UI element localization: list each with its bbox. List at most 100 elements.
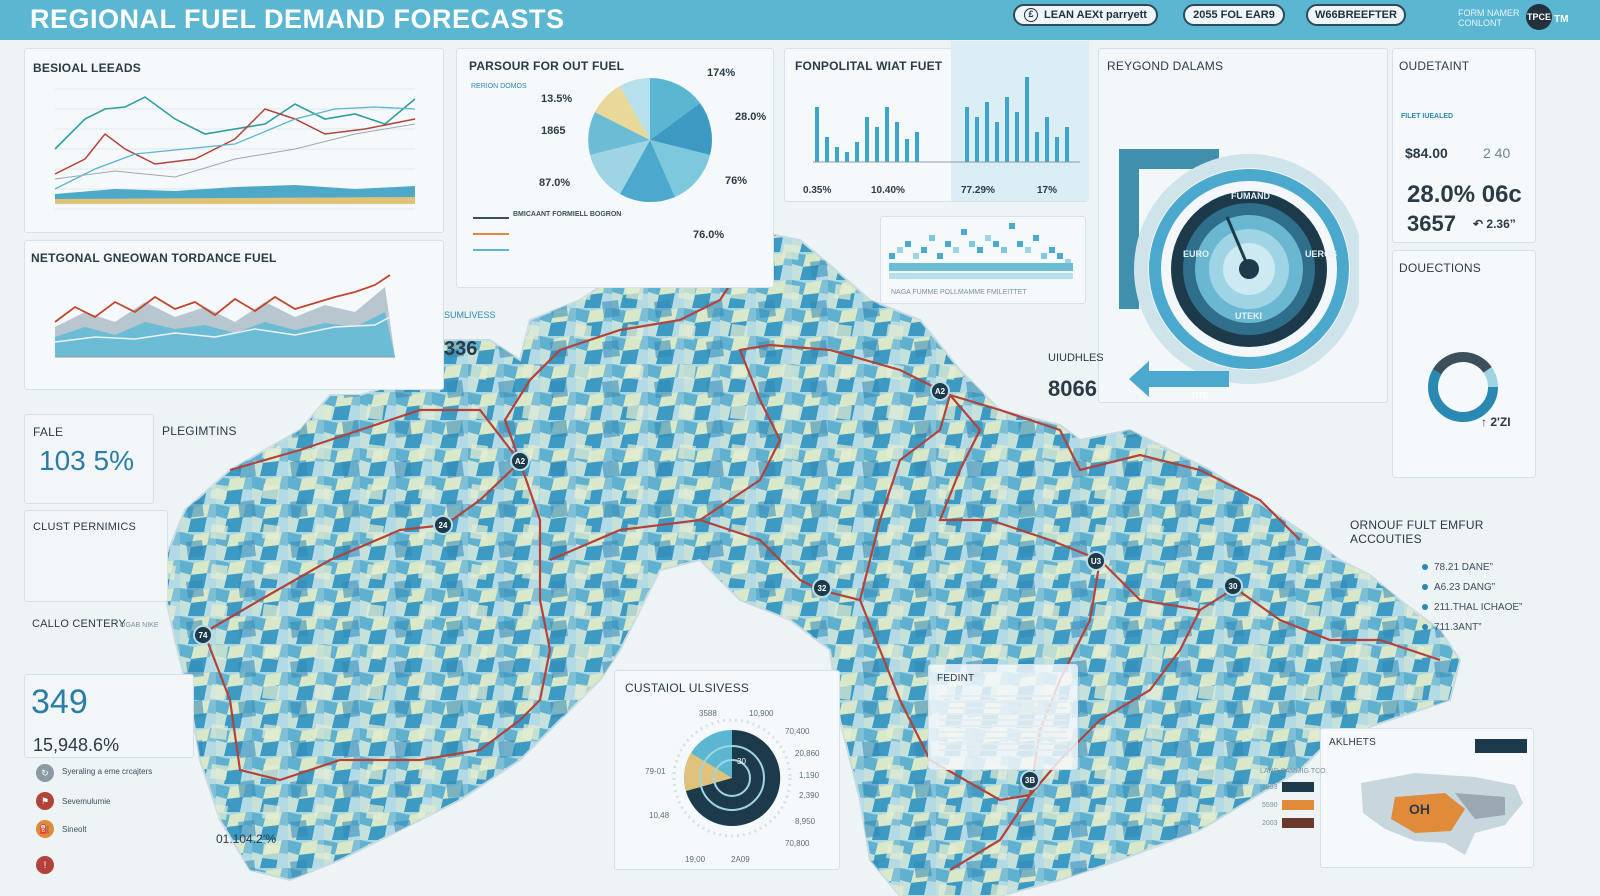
stat-349: 349 bbox=[31, 683, 88, 721]
legend-heading: RERION DOMOS bbox=[471, 83, 527, 90]
price-value-secondary: 2 40 bbox=[1483, 145, 1511, 161]
panel-custaiol: CUSTAIOL ULSIVESS 3588 10,900 70,400 20,… bbox=[614, 670, 840, 870]
map-badge[interactable]: A2 bbox=[510, 451, 530, 471]
ornouf-item: 711.3ANT” bbox=[1422, 622, 1482, 634]
alert-icon[interactable]: ! bbox=[36, 856, 54, 874]
pie-chart-fuel[interactable] bbox=[585, 75, 715, 205]
ornouf-item: 211.THAL ICHAOE” bbox=[1422, 602, 1522, 614]
filter-button-label: W66BREEFTER bbox=[1315, 9, 1397, 21]
panel-left-stats: 349 15,948.6% bbox=[24, 674, 194, 758]
summary-value: 336 bbox=[444, 338, 478, 360]
bar-chart-ponpolital[interactable] bbox=[795, 77, 1085, 167]
chart-subtitle: BMICAANT FORMIELL BOGRON bbox=[513, 211, 622, 218]
brand-line: FORM NAMER bbox=[1458, 8, 1520, 18]
legend-row: 2003 bbox=[1262, 820, 1278, 827]
map-badge[interactable]: 3B bbox=[1020, 770, 1040, 790]
donut-value: 10,48 bbox=[649, 811, 670, 820]
panel-douections: DOUECTIONS ↑ 2'ZI bbox=[1392, 250, 1536, 478]
panel-passour: PARSOUR FOR OUT FUEL RERION DOMOS 13.5% … bbox=[456, 48, 774, 288]
panel-title: PARSOUR FOR OUT FUEL bbox=[469, 59, 625, 73]
fuel-gauge[interactable] bbox=[1109, 129, 1359, 399]
panel-ornouf: ORNOUF FULT EMFUR ACCOUTIES 78.21 DANE” … bbox=[1342, 508, 1532, 668]
year-button[interactable]: 2055 FOL EAR9 bbox=[1183, 4, 1285, 26]
us-map[interactable] bbox=[1355, 763, 1527, 863]
brand-tm: TM bbox=[1554, 14, 1569, 25]
text-block bbox=[939, 695, 1067, 753]
map-label: OH bbox=[1409, 801, 1430, 817]
map-badge[interactable]: U3 bbox=[1086, 551, 1106, 571]
panel-callo: CALLO CENTERY OGAB NIKE bbox=[24, 610, 194, 668]
ring-chart[interactable] bbox=[1423, 347, 1503, 427]
map-badge[interactable]: 74 bbox=[193, 625, 213, 645]
panel-title: FALE bbox=[33, 425, 64, 439]
stat-value: 17% bbox=[1037, 185, 1058, 196]
left-item: Sineolt bbox=[62, 825, 87, 834]
map-badge[interactable]: 30 bbox=[1223, 576, 1243, 596]
panel-title: NETGONAL GNEOWAN TORDANCE FUEL bbox=[31, 251, 277, 265]
donut-value: 70,400 bbox=[785, 727, 810, 736]
stat-value: 174% bbox=[707, 67, 736, 79]
ornouf-item: 78.21 DANE” bbox=[1422, 562, 1493, 574]
stat-value: 77.29% bbox=[961, 185, 995, 196]
heat-grid-chart[interactable] bbox=[889, 223, 1079, 283]
donut-value: 70,800 bbox=[785, 839, 810, 848]
legend-row: 2593 bbox=[1262, 784, 1278, 791]
stat-value: 76.0% bbox=[693, 229, 725, 241]
gauge-arrow-label: TITE bbox=[1191, 391, 1209, 400]
page-title: REGIONAL FUEL DEMAND FORECASTS bbox=[30, 4, 565, 34]
ornouf-item-label: A6.23 DANG” bbox=[1434, 582, 1496, 593]
panel-title: FEDINT bbox=[937, 673, 975, 684]
legend-swatch bbox=[1282, 818, 1314, 828]
stat-value: 28.0% bbox=[735, 111, 767, 123]
price-value: $84.00 bbox=[1405, 145, 1448, 161]
donut-chart-custaiol[interactable] bbox=[667, 713, 797, 843]
donut-value: 19,00 bbox=[685, 855, 706, 864]
currency-icon: £ bbox=[1024, 8, 1039, 22]
map-badge[interactable]: 24 bbox=[433, 515, 453, 535]
filter-button[interactable]: W66BREEFTER bbox=[1306, 4, 1406, 26]
count-delta: ↶ 2.36” bbox=[1473, 217, 1516, 231]
donut-center: 30 bbox=[737, 757, 746, 766]
area-chart-tordance[interactable] bbox=[35, 267, 435, 387]
brand-line: CONLONT bbox=[1458, 18, 1503, 28]
lean-button-label: LEAN AEXt parryett bbox=[1044, 9, 1147, 21]
vehicles-title: UIUDHLES bbox=[1048, 352, 1104, 364]
stat-value: 10.40% bbox=[871, 185, 905, 196]
gauge-label: UTEKI bbox=[1235, 311, 1262, 321]
stat-bottom: 01.104.2’% bbox=[216, 832, 277, 846]
summary-title: SUMLIVESS bbox=[444, 310, 496, 320]
panel-title: OUDETAINT bbox=[1399, 59, 1470, 73]
lean-button[interactable]: £ LEAN AEXt parryett bbox=[1013, 4, 1158, 26]
refresh-icon[interactable]: ↻ bbox=[36, 764, 54, 782]
gauge-label: FUMAND bbox=[1231, 191, 1270, 201]
panel-oudetaint: OUDETAINT FILET IUEALED $84.00 2 40 28.0… bbox=[1392, 48, 1536, 243]
count-value: 3657 bbox=[1407, 211, 1456, 236]
ornouf-item-label: 211.THAL ICHAOE” bbox=[1434, 602, 1523, 613]
stat-value: 0.35% bbox=[803, 185, 832, 196]
panel-fale: FALE 103 5% bbox=[24, 414, 154, 504]
panel-title: REYGOND DALAMS bbox=[1107, 59, 1224, 73]
callo-sub: OGAB NIKE bbox=[120, 622, 159, 629]
legend-row: 5590 bbox=[1262, 802, 1278, 809]
line-chart-leads[interactable] bbox=[35, 79, 440, 229]
sub-heading: FILET IUEALED bbox=[1401, 113, 1454, 120]
donut-value: 1,190 bbox=[799, 771, 820, 780]
fale-value: 103 5% bbox=[39, 445, 134, 476]
header-bar: REGIONAL FUEL DEMAND FORECASTS £ LEAN AEX… bbox=[0, 0, 1600, 40]
gauge-label: UERGS bbox=[1305, 249, 1338, 259]
fuel-icon[interactable]: ⛽ bbox=[36, 820, 54, 838]
ornouf-item: A6.23 DANG” bbox=[1422, 582, 1495, 594]
bullet-icon bbox=[1422, 564, 1428, 570]
flag-icon[interactable]: ⚑ bbox=[36, 792, 54, 810]
map-badge[interactable]: A2 bbox=[930, 381, 950, 401]
stat-value: 87.0% bbox=[539, 177, 571, 189]
map-badge[interactable]: 32 bbox=[812, 578, 832, 598]
heat-grid-caption: NAGA FUMME POLLMAMME FMILEITTET bbox=[891, 289, 1027, 296]
panel-fedint: FEDINT bbox=[928, 664, 1078, 770]
panel-title: BESIOAL LEEADS bbox=[33, 61, 141, 75]
panel-reygond: REYGOND DALAMS FUMAND EURO UERGS UTEKI T… bbox=[1098, 48, 1388, 403]
panel-heatgrid: NAGA FUMME POLLMAMME FMILEITTET bbox=[880, 216, 1086, 304]
legend-swatch bbox=[1282, 782, 1314, 792]
